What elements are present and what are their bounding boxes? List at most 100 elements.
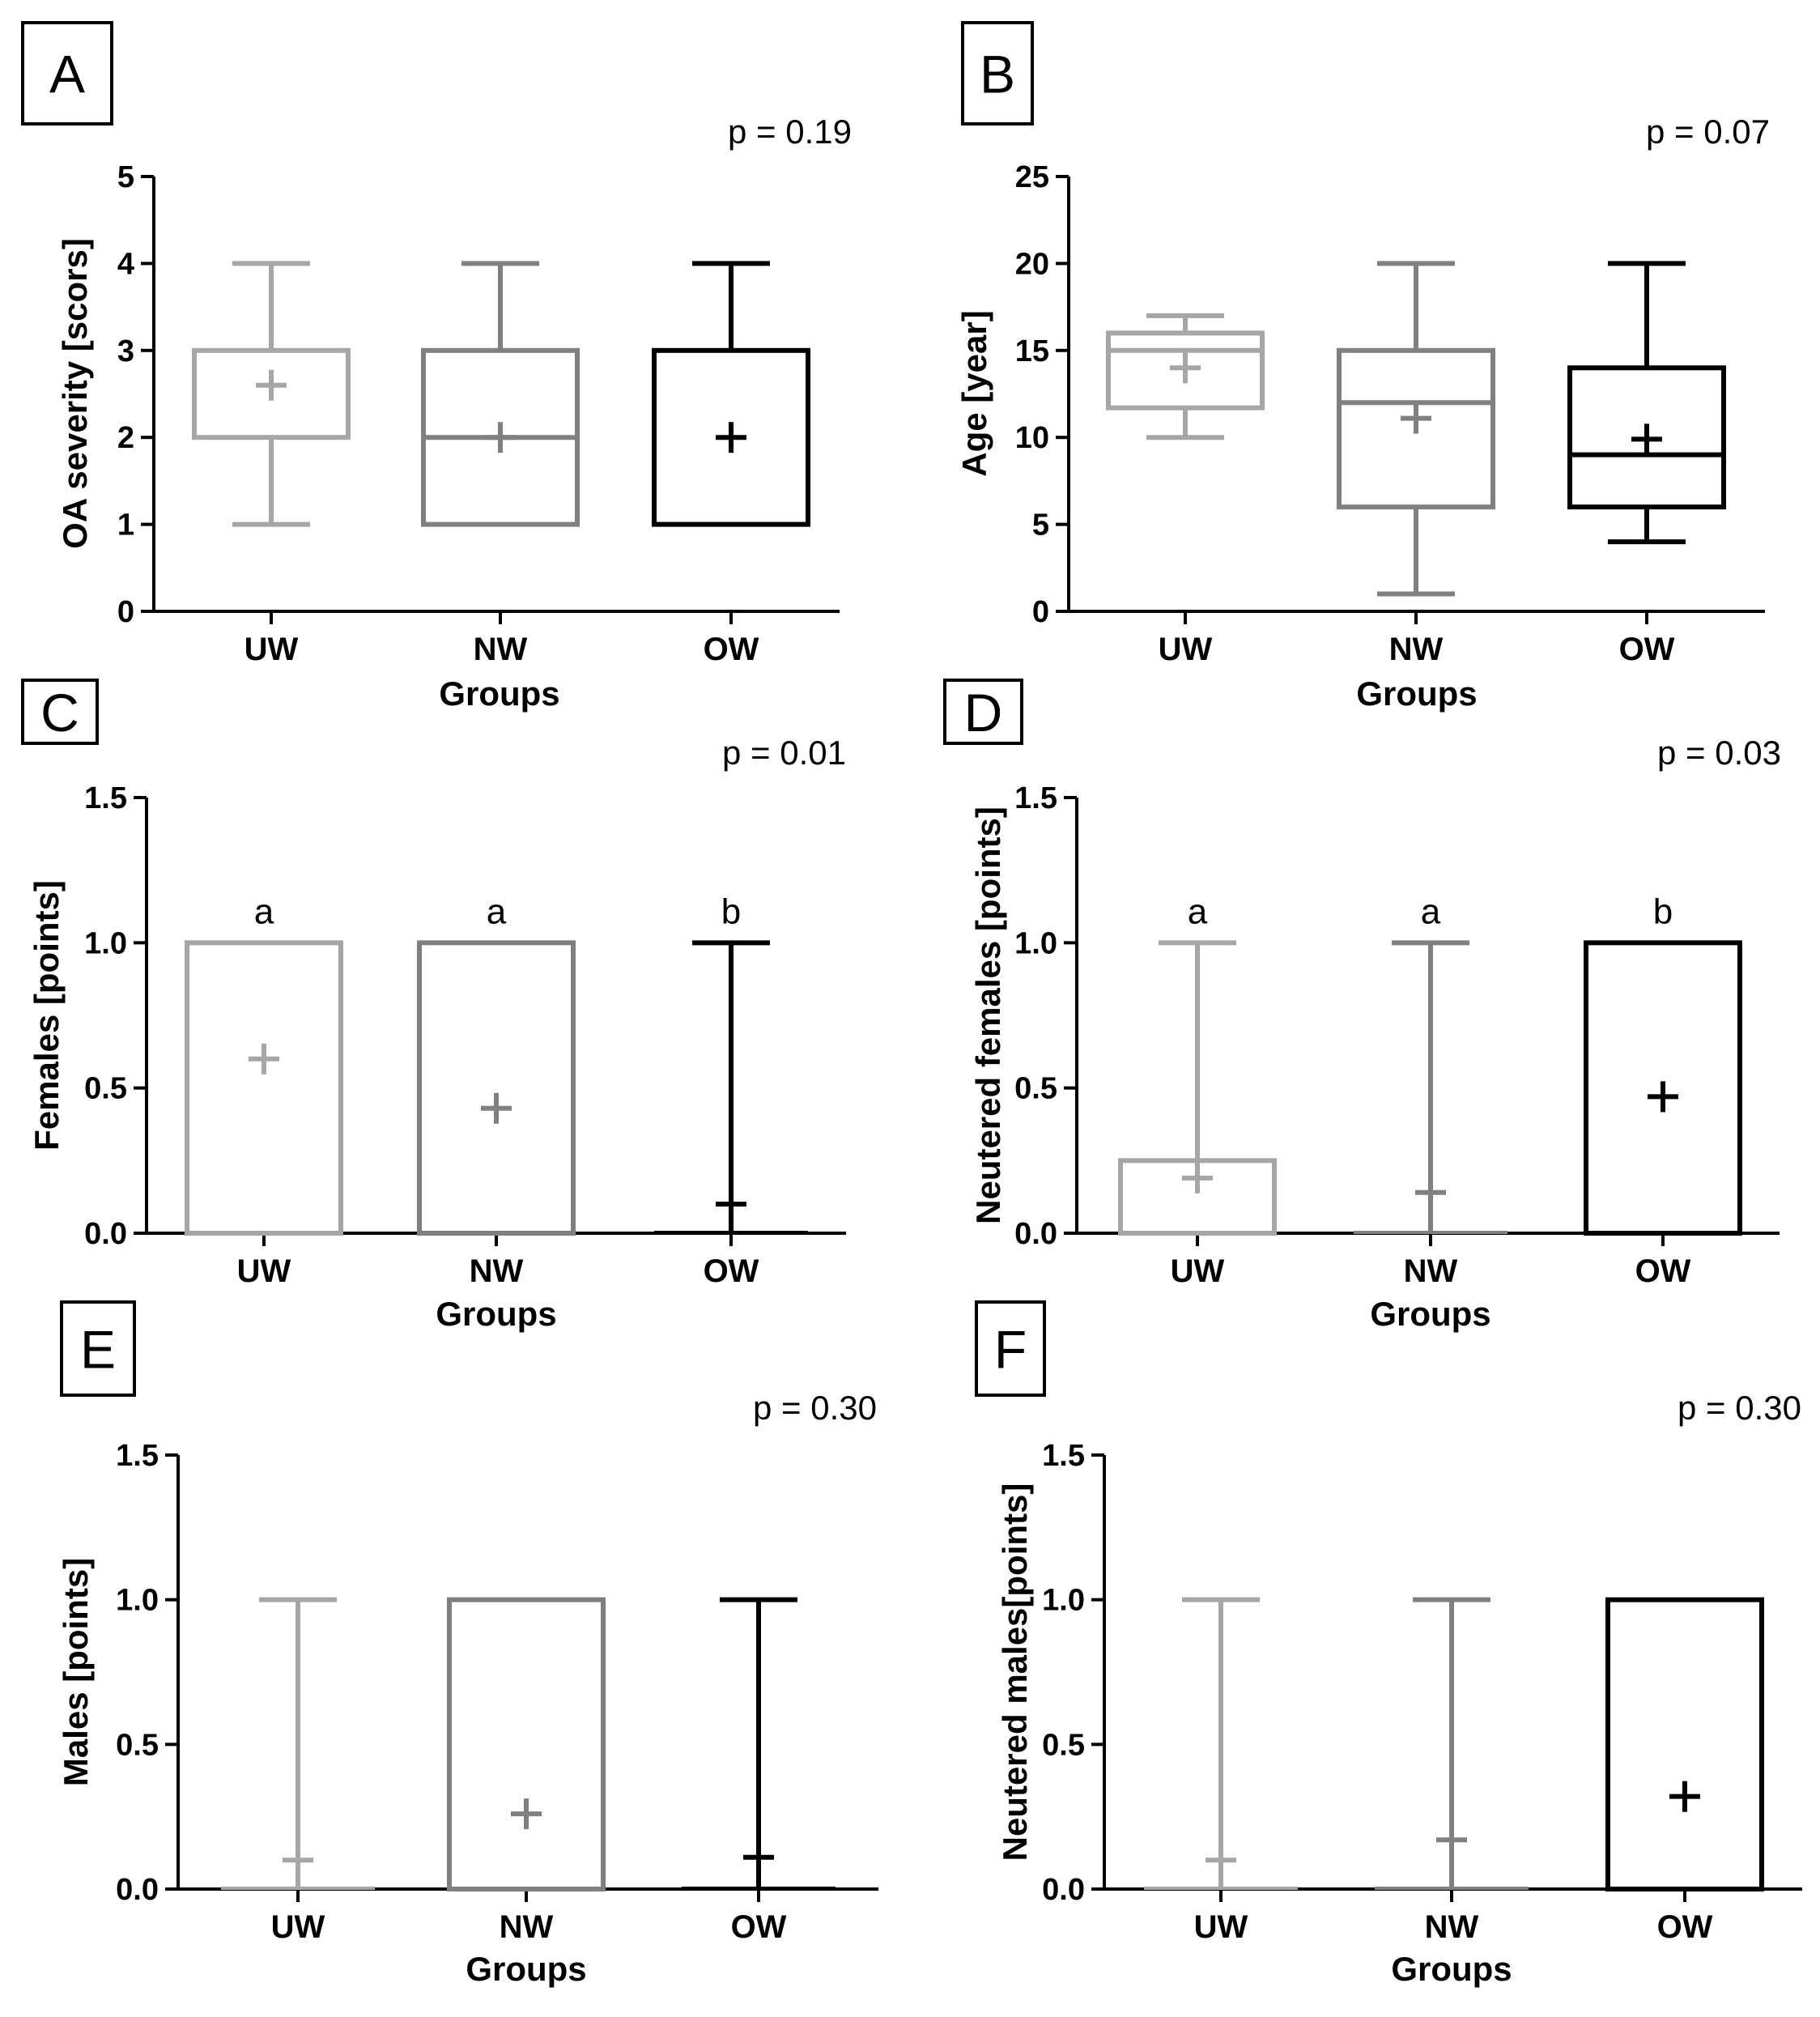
iqr-box [447, 1597, 606, 1891]
x-tick-label: UW [237, 1253, 291, 1289]
y-tick-label: 0.0 [1042, 1873, 1085, 1907]
box-nw [1375, 1597, 1529, 1890]
y-axis-title: Males [points] [57, 1558, 95, 1786]
y-tick-label: 0.0 [116, 1873, 159, 1907]
significance-letter: a [487, 891, 507, 931]
p-value: p = 0.30 [1678, 1389, 1801, 1427]
x-tick-label: NW [1389, 632, 1444, 667]
y-tick-label: 2 [117, 421, 134, 455]
box-ow: b [1584, 891, 1742, 1236]
y-axis-title: Neutered males[points] [996, 1483, 1034, 1862]
mean-marker [1669, 1781, 1700, 1812]
box-nw [421, 261, 580, 527]
mean-marker [1401, 402, 1431, 434]
significance-letter: b [1653, 891, 1673, 931]
y-axis-title: Females [points] [28, 880, 66, 1151]
mean-marker [485, 422, 516, 453]
x-tick-label: UW [1194, 1909, 1248, 1945]
mean-marker [283, 1845, 313, 1876]
significance-letter: a [1421, 891, 1441, 931]
y-tick-label: 1.0 [116, 1584, 159, 1618]
panel-d: Dp = 0.03 0.0 0.5 1.0 1.5 UW NW OW Groups Neutere… [943, 679, 1781, 1333]
box-nw [1337, 261, 1495, 597]
mean-marker [1631, 423, 1662, 455]
box-ow [1567, 261, 1726, 545]
y-tick-label: 0.5 [84, 1072, 127, 1106]
panel-a: Ap = 0.19 0 1 2 3 4 5 UW NW OW Groups OA severity [… [21, 21, 852, 713]
y-tick-label: 20 [1015, 247, 1049, 281]
panel-label: F [994, 1320, 1027, 1380]
iqr-box [1106, 330, 1265, 411]
x-tick-label: NW [474, 632, 528, 667]
panel-label: B [980, 45, 1015, 104]
y-tick-label: 25 [1015, 160, 1049, 194]
iqr-box [185, 940, 343, 1236]
x-tick-label: UW [271, 1909, 325, 1945]
y-tick-label: 0 [117, 595, 134, 629]
mean-marker [1436, 1824, 1467, 1856]
y-tick-label: 1 [117, 509, 134, 543]
mean-marker [716, 422, 746, 453]
y-tick-label: 0 [1032, 595, 1049, 629]
panel-label-box [975, 1300, 1046, 1397]
y-tick-label: 0.0 [84, 1217, 127, 1251]
x-axis-title: Groups [1356, 674, 1477, 713]
x-tick-label: UW [245, 632, 299, 667]
box-uw [1144, 1597, 1298, 1890]
y-tick-label: 1.5 [116, 1439, 159, 1473]
panel-label: D [964, 683, 1003, 743]
x-tick-label: UW [1171, 1253, 1225, 1289]
box-ow [1605, 1597, 1764, 1891]
mean-marker [511, 1798, 542, 1830]
y-axis-title: Age [year] [955, 310, 993, 476]
p-value: p = 0.30 [753, 1389, 877, 1427]
x-tick-label: UW [1159, 632, 1213, 667]
x-tick-label: OW [1635, 1253, 1691, 1289]
box-uw [1106, 313, 1265, 440]
y-tick-label: 5 [1032, 509, 1049, 543]
p-value: p = 0.03 [1657, 734, 1781, 772]
x-tick-label: NW [1425, 1909, 1479, 1945]
mean-marker [256, 369, 287, 401]
y-tick-label: 1.5 [84, 781, 127, 815]
y-tick-label: 10 [1015, 421, 1049, 455]
panel-b: Bp = 0.07 0 5 10 15 20 25 UW NW OW Groups Age [year… [955, 21, 1770, 713]
y-tick-label: 0.5 [1014, 1072, 1057, 1106]
mean-marker [1206, 1845, 1236, 1876]
box-ow [652, 261, 810, 527]
iqr-box [1567, 365, 1726, 510]
x-tick-label: OW [704, 632, 759, 667]
y-tick-label: 1.5 [1014, 781, 1057, 815]
x-tick-label: NW [470, 1253, 524, 1289]
y-tick-label: 5 [117, 160, 134, 194]
y-tick-label: 1.0 [84, 926, 127, 960]
x-axis-title: Groups [439, 674, 559, 713]
iqr-box [417, 940, 576, 1236]
box-nw [447, 1597, 606, 1891]
x-tick-label: NW [1404, 1253, 1458, 1289]
significance-letter: b [721, 891, 741, 931]
significance-letter: a [1188, 891, 1208, 931]
x-tick-label: OW [704, 1253, 759, 1289]
box-uw: a [185, 891, 343, 1236]
box-uw [221, 1597, 375, 1890]
panel-label-box [60, 1300, 136, 1397]
x-tick-label: OW [1619, 632, 1675, 667]
x-axis-title: Groups [1391, 1950, 1512, 1988]
p-value: p = 0.07 [1646, 113, 1770, 151]
panel-c: Cp = 0.01 0.0 0.5 1.0 1.5 UW NW OW Groups Females… [21, 679, 846, 1333]
panel-label-box [943, 679, 1023, 745]
panel-f: Fp = 0.30 0.0 0.5 1.0 1.5 UW NW OW Groups Neutere… [975, 1300, 1802, 1988]
x-axis-title: Groups [1370, 1295, 1490, 1333]
y-axis-title: Neutered females [points] [969, 806, 1007, 1224]
mean-marker [716, 1189, 746, 1220]
panel-e: Ep = 0.30 0.0 0.5 1.0 1.5 UW NW OW Groups Males [… [57, 1300, 878, 1988]
box-ow: b [654, 891, 808, 1234]
box-nw: a [417, 891, 576, 1236]
y-axis-title: OA severity [scors] [56, 238, 94, 549]
p-value: p = 0.01 [722, 734, 846, 772]
panel-label: C [40, 683, 79, 743]
panel-label: A [49, 45, 85, 104]
y-tick-label: 0.5 [116, 1728, 159, 1762]
